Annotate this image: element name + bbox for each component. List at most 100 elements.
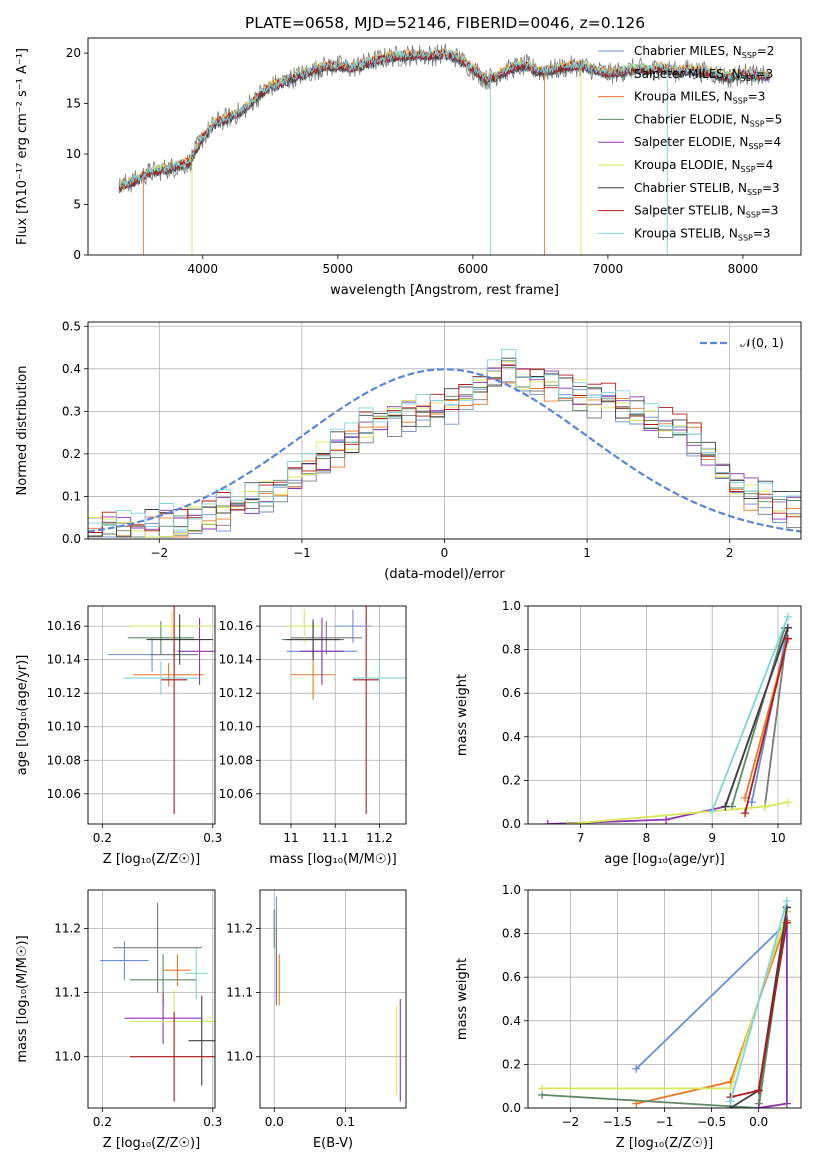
axes-frame <box>87 889 216 1109</box>
y-tick-label: 0.6 <box>502 970 521 984</box>
y-tick-label: 15 <box>66 97 81 111</box>
y-tick-label: 10.06 <box>219 787 253 801</box>
x-axis-label: Z [log₁₀(Z/Z☉)] <box>103 1136 200 1151</box>
weight-line-0 <box>635 922 788 1070</box>
x-tick-label: −2 <box>150 546 168 560</box>
y-tick-label: 0.8 <box>502 643 521 657</box>
x-tick-label: −1 <box>656 1115 674 1129</box>
legend-entry: Kroupa ELODIE, NSSP=4 <box>634 158 773 174</box>
weight-marker <box>783 612 792 621</box>
weight-marker <box>662 815 671 824</box>
axes-mass-weight-vs-z: −2 −1.5 −1 −0.5 0.0 0.0 0.2 0.4 0.6 0.8 1.0 Z [log₁… <box>455 883 802 1151</box>
axes-frame <box>87 321 802 540</box>
x-tick-label: 4000 <box>188 262 219 276</box>
x-tick-label: 0.2 <box>93 831 112 845</box>
y-tick-label: 11.0 <box>226 1050 253 1064</box>
axes-mass-vs-ebv: 0.0 0.1 11.0 11.1 11.2 E(B-V) <box>226 889 407 1151</box>
weight-marker <box>754 1086 763 1095</box>
legend-entry: Salpeter ELODIE, NSSP=4 <box>634 135 781 151</box>
axes-residuals: −2 −1 0 1 2 0.0 0.1 0.2 0.3 0.4 0.5 (data-model)/er… <box>15 319 802 582</box>
y-tick-label: 0 <box>73 248 81 262</box>
y-axis-label: Normed distribution <box>15 366 30 496</box>
axes-frame <box>527 889 802 1109</box>
x-tick-label: 8 <box>643 831 651 845</box>
x-tick-label: 0 <box>441 546 449 560</box>
x-tick-label: 11.2 <box>366 831 393 845</box>
y-tick-label: 10.14 <box>219 653 253 667</box>
legend-subscript: SSP <box>746 211 761 220</box>
grid <box>88 322 801 540</box>
weight-marker <box>754 1104 763 1108</box>
grid <box>88 606 215 824</box>
y-tick-label: 20 <box>66 46 81 60</box>
x-tick-label: 10 <box>770 831 785 845</box>
y-tick-label: 10.12 <box>219 686 253 700</box>
plot-area <box>282 606 406 814</box>
axes-frame <box>87 37 802 256</box>
legend: 𝒩(0, 1) <box>700 336 784 350</box>
weight-marker <box>747 798 756 807</box>
legend-text: =3 <box>761 204 779 218</box>
legend-subscript: SSP <box>738 233 753 242</box>
legend-text: Chabrier MILES, N <box>634 44 742 58</box>
y-tick-label: 10.06 <box>47 787 81 801</box>
y-tick-label: 10.16 <box>47 619 81 633</box>
y-tick-label: 0.1 <box>62 489 81 503</box>
plot-area <box>543 612 792 824</box>
x-tick-label: −0.5 <box>697 1115 726 1129</box>
y-tick-label: 0.2 <box>62 447 81 461</box>
x-tick-label: 0.3 <box>203 831 222 845</box>
x-axis-label: Z [log₁₀(Z/Z☉)] <box>616 1136 713 1151</box>
y-tick-label: 0.4 <box>502 730 521 744</box>
legend-subscript: SSP <box>747 188 762 197</box>
grid <box>528 605 801 825</box>
y-tick-label: 10.10 <box>47 720 81 734</box>
plot-area <box>538 896 791 1108</box>
legend-subscript: SSP <box>741 74 756 83</box>
axes-mass-vs-z: 0.2 0.3 11.0 11.1 11.2 Z [log₁₀(Z/Z☉)] mass [l… <box>15 889 222 1151</box>
y-tick-label: 5 <box>73 198 81 212</box>
weight-marker <box>760 802 769 811</box>
x-axis-label: E(B-V) <box>313 1136 353 1151</box>
legend-text: Salpeter MILES, N <box>634 67 741 81</box>
y-tick-label: 0.5 <box>62 319 81 333</box>
axes-frame <box>527 605 802 825</box>
legend-text: =5 <box>765 112 783 126</box>
x-tick-label: 8000 <box>728 262 759 276</box>
x-axis-label: Z [log₁₀(Z/Z☉)] <box>103 852 200 867</box>
weight-marker <box>782 896 791 905</box>
plot-area <box>88 348 801 539</box>
y-tick-label: 11.2 <box>226 921 253 935</box>
weight-line-4 <box>547 627 789 824</box>
series-line-7 <box>118 49 771 192</box>
x-tick-label: 5000 <box>323 262 354 276</box>
weight-line-5 <box>567 801 788 824</box>
y-tick-label: 1.0 <box>502 599 521 613</box>
y-tick-label: 11.0 <box>54 1050 81 1064</box>
weight-marker <box>741 793 750 802</box>
legend-entry: Salpeter STELIB, NSSP=3 <box>634 204 778 220</box>
legend-text: =3 <box>756 67 774 81</box>
weight-marker <box>721 802 730 811</box>
y-tick-label: 1.0 <box>502 883 521 897</box>
legend-subscript: SSP <box>750 119 765 128</box>
axes-frame <box>87 605 216 825</box>
x-tick-label: 11.1 <box>322 831 349 845</box>
plot-area <box>273 896 401 1102</box>
weight-marker <box>741 809 750 818</box>
weight-marker <box>543 820 552 824</box>
y-tick-label: 0.4 <box>502 1014 521 1028</box>
weight-marker <box>726 1097 735 1106</box>
legend-entry: 𝒩(0, 1) <box>740 336 784 350</box>
axes-age-vs-mass: 11 11.1 11.2 10.06 10.08 10.10 10.12 10.14 10.16… <box>219 605 407 867</box>
x-tick-label: 0.3 <box>203 1115 222 1129</box>
x-tick-label: 2 <box>726 546 734 560</box>
legend-subscript: SSP <box>748 142 763 151</box>
axes-age-vs-z: 0.2 0.3 10.06 10.08 10.10 10.12 10.14 10.16 Z [l… <box>15 605 222 867</box>
y-tick-label: 10.08 <box>219 753 253 767</box>
weight-marker <box>563 820 572 824</box>
legend-entry: Salpeter MILES, NSSP=3 <box>634 67 773 83</box>
x-tick-label: 7 <box>577 831 585 845</box>
